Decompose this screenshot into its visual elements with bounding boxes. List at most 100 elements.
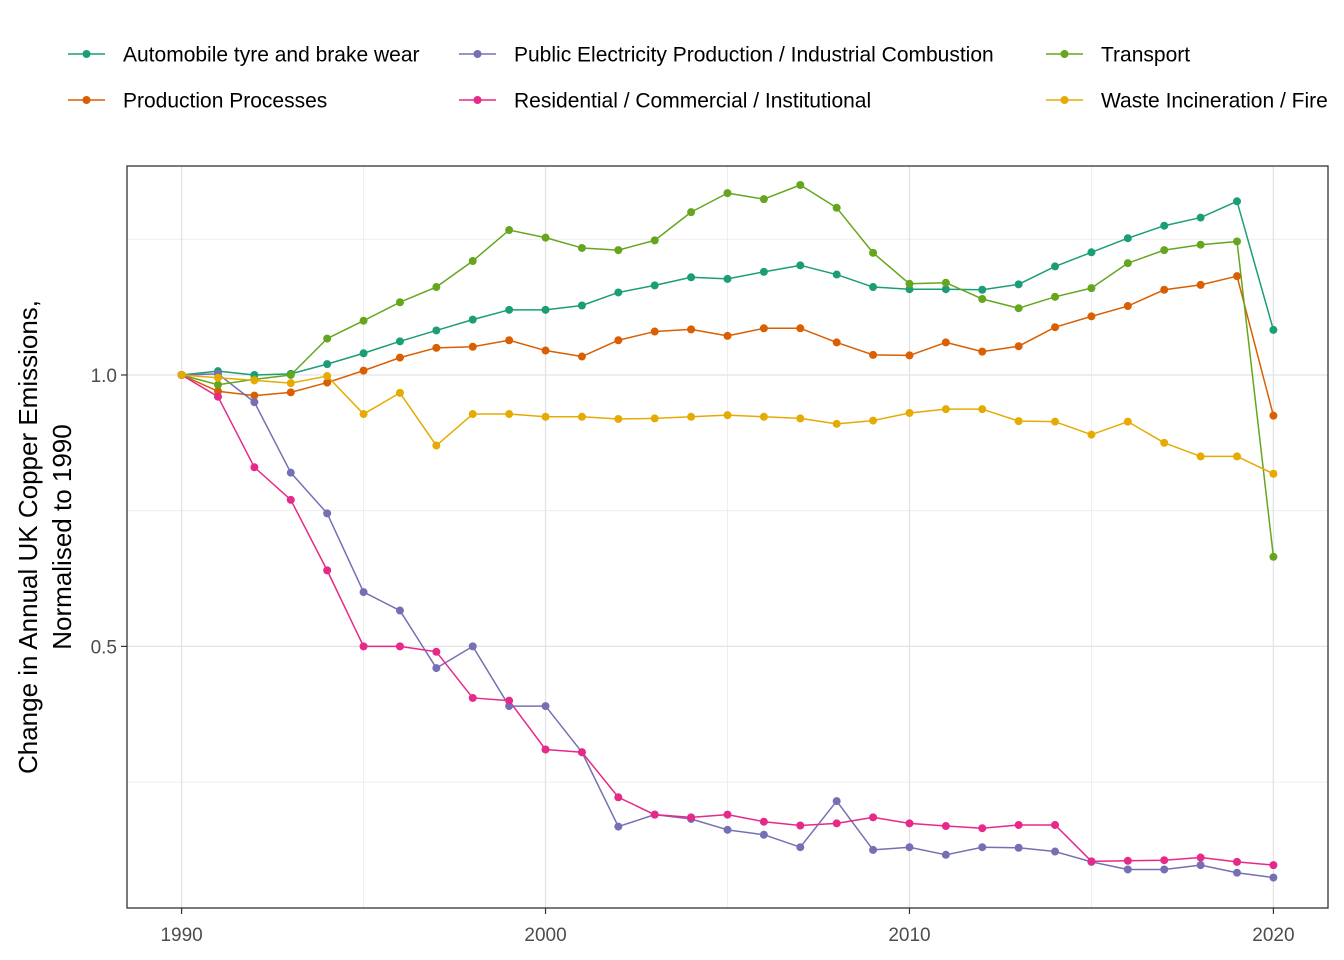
data-point-transport xyxy=(1014,304,1023,313)
data-point-waste-incineration-fire xyxy=(759,412,768,421)
data-point-waste-incineration-fire xyxy=(1123,417,1132,426)
data-point-automobile-tyre-and-brake-wear xyxy=(541,305,550,314)
data-point-transport xyxy=(650,236,659,245)
data-point-automobile-tyre-and-brake-wear xyxy=(432,326,441,335)
data-point-production-processes xyxy=(505,336,514,345)
data-point-automobile-tyre-and-brake-wear xyxy=(869,283,878,292)
data-point-public-electricity-production-industrial-combustion xyxy=(250,398,259,407)
data-point-automobile-tyre-and-brake-wear xyxy=(1014,280,1023,289)
data-point-transport xyxy=(359,316,368,325)
data-point-waste-incineration-fire xyxy=(832,419,841,428)
x-tick-label: 2010 xyxy=(888,925,930,946)
data-point-public-electricity-production-industrial-combustion xyxy=(432,664,441,673)
data-point-transport xyxy=(723,189,732,198)
data-point-residential-commercial-institutional xyxy=(1160,856,1169,865)
data-point-residential-commercial-institutional xyxy=(250,463,259,472)
data-point-waste-incineration-fire xyxy=(905,408,914,417)
data-point-production-processes xyxy=(432,343,441,352)
x-axis: 1990 2000 2010 2020 xyxy=(160,908,1295,946)
x-tick-label: 2020 xyxy=(1252,925,1294,946)
data-point-transport xyxy=(796,180,805,189)
data-point-production-processes xyxy=(1196,280,1205,289)
data-point-production-processes xyxy=(650,327,659,336)
data-point-public-electricity-production-industrial-combustion xyxy=(541,702,550,711)
legend-item-waste-incineration-fire: Waste Incineration / Fire xyxy=(1046,90,1328,113)
legend-key-point xyxy=(82,50,91,58)
data-point-production-processes xyxy=(359,366,368,375)
data-point-public-electricity-production-industrial-combustion xyxy=(759,830,768,839)
data-point-waste-incineration-fire xyxy=(1051,417,1060,426)
data-point-automobile-tyre-and-brake-wear xyxy=(614,288,623,297)
data-point-automobile-tyre-and-brake-wear xyxy=(1269,325,1278,334)
data-point-waste-incineration-fire xyxy=(432,441,441,450)
data-point-transport xyxy=(213,380,222,389)
data-point-public-electricity-production-industrial-combustion xyxy=(395,606,404,615)
data-point-automobile-tyre-and-brake-wear xyxy=(1051,262,1060,271)
data-point-public-electricity-production-industrial-combustion xyxy=(905,843,914,852)
data-point-public-electricity-production-industrial-combustion xyxy=(1233,868,1242,877)
data-point-waste-incineration-fire xyxy=(869,416,878,425)
data-point-public-electricity-production-industrial-combustion xyxy=(978,843,987,852)
data-point-residential-commercial-institutional xyxy=(505,696,514,705)
data-point-production-processes xyxy=(832,338,841,347)
data-point-residential-commercial-institutional xyxy=(1123,856,1132,865)
data-point-transport xyxy=(869,248,878,257)
legend-item-automobile-tyre-and-brake-wear: Automobile tyre and brake wear xyxy=(68,44,420,67)
data-point-automobile-tyre-and-brake-wear xyxy=(978,285,987,294)
data-point-residential-commercial-institutional xyxy=(541,745,550,754)
data-point-production-processes xyxy=(577,352,586,361)
data-point-residential-commercial-institutional xyxy=(577,748,586,757)
data-point-residential-commercial-institutional xyxy=(1233,857,1242,866)
data-point-production-processes xyxy=(1233,272,1242,281)
data-point-transport xyxy=(541,233,550,242)
data-point-public-electricity-production-industrial-combustion xyxy=(614,822,623,831)
data-point-public-electricity-production-industrial-combustion xyxy=(359,588,368,597)
legend-label: Public Electricity Production / Industri… xyxy=(514,44,994,67)
data-point-automobile-tyre-and-brake-wear xyxy=(1087,248,1096,257)
data-point-production-processes xyxy=(1160,285,1169,294)
data-point-residential-commercial-institutional xyxy=(286,495,295,504)
data-point-production-processes xyxy=(1123,302,1132,311)
data-point-production-processes xyxy=(1051,323,1060,332)
data-point-automobile-tyre-and-brake-wear xyxy=(468,315,477,324)
data-point-public-electricity-production-industrial-combustion xyxy=(286,468,295,477)
data-point-production-processes xyxy=(395,353,404,362)
data-point-waste-incineration-fire xyxy=(323,372,332,381)
data-point-waste-incineration-fire xyxy=(687,412,696,421)
data-point-waste-incineration-fire xyxy=(177,370,186,379)
data-point-public-electricity-production-industrial-combustion xyxy=(1051,847,1060,856)
data-point-transport xyxy=(759,195,768,204)
legend-key-point xyxy=(473,96,482,104)
y-tick-label: 0.5 xyxy=(91,637,117,658)
data-point-public-electricity-production-industrial-combustion xyxy=(1123,865,1132,874)
data-point-residential-commercial-institutional xyxy=(323,566,332,575)
legend-label: Transport xyxy=(1101,44,1190,67)
data-point-waste-incineration-fire xyxy=(1196,452,1205,461)
data-point-residential-commercial-institutional xyxy=(650,810,659,819)
data-point-public-electricity-production-industrial-combustion xyxy=(941,850,950,859)
data-point-transport xyxy=(468,256,477,265)
data-point-public-electricity-production-industrial-combustion xyxy=(796,843,805,852)
data-point-residential-commercial-institutional xyxy=(359,642,368,651)
data-point-production-processes xyxy=(1014,342,1023,351)
data-point-automobile-tyre-and-brake-wear xyxy=(687,273,696,282)
data-point-public-electricity-production-industrial-combustion xyxy=(723,825,732,834)
data-point-automobile-tyre-and-brake-wear xyxy=(359,349,368,358)
legend: Automobile tyre and brake wear Production… xyxy=(68,44,1328,113)
data-point-production-processes xyxy=(796,324,805,333)
data-point-automobile-tyre-and-brake-wear xyxy=(832,270,841,279)
legend-item-public-electricity-production-industrial-combustion: Public Electricity Production / Industri… xyxy=(459,44,994,67)
data-point-waste-incineration-fire xyxy=(614,414,623,423)
data-point-waste-incineration-fire xyxy=(213,373,222,382)
data-point-automobile-tyre-and-brake-wear xyxy=(796,261,805,270)
data-point-residential-commercial-institutional xyxy=(869,813,878,822)
legend-label: Waste Incineration / Fire xyxy=(1101,90,1328,113)
data-point-automobile-tyre-and-brake-wear xyxy=(1196,213,1205,222)
legend-label: Automobile tyre and brake wear xyxy=(123,44,420,67)
data-point-residential-commercial-institutional xyxy=(759,817,768,826)
data-point-residential-commercial-institutional xyxy=(213,392,222,401)
legend-key-point xyxy=(1060,96,1069,104)
data-point-transport xyxy=(1087,284,1096,293)
data-point-transport xyxy=(286,370,295,379)
data-point-transport xyxy=(395,298,404,307)
